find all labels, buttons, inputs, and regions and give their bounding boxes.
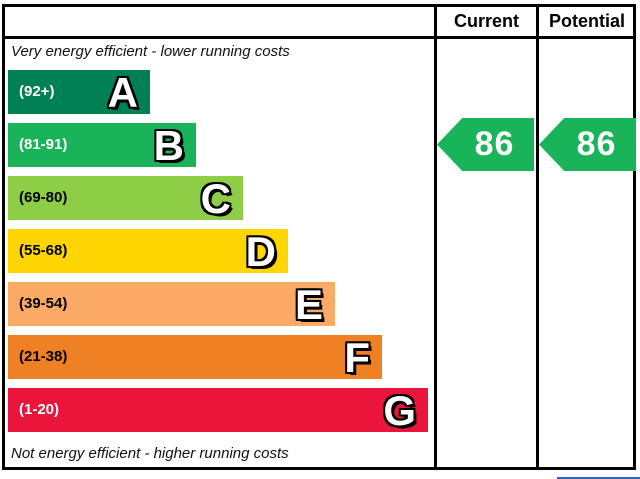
band-A: (92+) A <box>8 69 150 116</box>
current-rating-arrow: 86 <box>437 118 534 171</box>
band-range-label: (39-54) <box>19 295 68 312</box>
band-letter: B <box>153 122 184 169</box>
band-G: (1-20) G <box>8 387 428 434</box>
caption-not-efficient: Not energy efficient - higher running co… <box>11 445 289 462</box>
band-letter: G <box>383 387 416 434</box>
potential-column-header: Potential <box>548 11 625 31</box>
band-E: (39-54) E <box>8 281 335 328</box>
column-divider-potential <box>536 4 539 470</box>
band-range-label: (1-20) <box>19 401 60 418</box>
potential-rating-value: 86 <box>576 125 617 163</box>
band-range-label: (92+) <box>19 83 55 100</box>
band-D: (55-68) D <box>8 228 288 275</box>
band-letter: F <box>344 334 370 381</box>
header-row-divider <box>2 36 636 39</box>
band-letter: A <box>107 69 138 116</box>
table-frame <box>2 4 636 470</box>
band-letter: D <box>245 228 276 275</box>
band-letter: E <box>294 281 323 328</box>
band-F: (21-38) F <box>8 334 382 381</box>
band-range-label: (81-91) <box>19 136 68 153</box>
column-divider-current <box>434 4 437 470</box>
band-C: (69-80) C <box>8 175 243 222</box>
band-range-label: (21-38) <box>19 348 68 365</box>
band-range-label: (69-80) <box>19 189 68 206</box>
caption-very-efficient: Very energy efficient - lower running co… <box>11 43 290 60</box>
current-column-header: Current <box>453 11 519 31</box>
page-bottom-blue-strip <box>557 477 640 479</box>
band-letter: C <box>200 175 231 222</box>
band-range-label: (55-68) <box>19 242 68 259</box>
current-rating-value: 86 <box>474 125 515 163</box>
band-B: (81-91) B <box>8 122 196 169</box>
